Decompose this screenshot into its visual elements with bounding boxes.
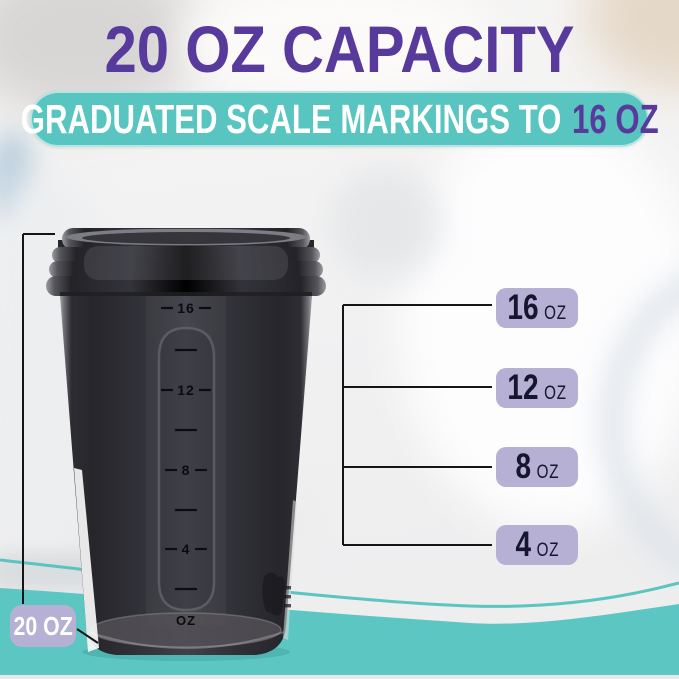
callout-value: 8 — [515, 447, 531, 486]
callout-unit: OZ — [536, 540, 559, 561]
callout-label-12oz: 12 OZ — [496, 368, 578, 408]
callout-label-text: 12 OZ — [507, 369, 566, 407]
callout-unit: OZ — [544, 303, 567, 324]
callout-label-16oz: 16 OZ — [496, 288, 578, 328]
subtitle-highlight: 16 OZ — [571, 95, 659, 142]
cup-scale-mark-12: 12 — [177, 382, 195, 398]
cup-scale-mark-16: 16 — [177, 300, 195, 316]
callout-label-text: 16 OZ — [507, 289, 566, 327]
callout-label-8oz: 8 OZ — [496, 447, 578, 487]
cup-scale — [161, 306, 211, 591]
callout-label-text: 8 OZ — [515, 448, 559, 486]
subtitle-main: GRADUATED SCALE MARKINGS TO — [20, 95, 562, 142]
callout-unit: OZ — [544, 383, 567, 404]
callout-label-text: 4 OZ — [515, 526, 559, 564]
cup-scale-unit: OZ — [176, 613, 196, 628]
background-blob — [180, 0, 500, 100]
callout-value: 12 — [507, 368, 539, 407]
subtitle-text: GRADUATED SCALE MARKINGS TO 16 OZ — [21, 96, 659, 143]
capacity-label-20oz: 20 OZ — [10, 605, 76, 647]
background-blob — [330, 168, 442, 280]
cup-photo: 16 12 8 4 OZ — [46, 228, 326, 655]
capacity-label-text: 20 OZ — [13, 610, 73, 641]
callout-value: 4 — [515, 525, 531, 564]
callout-unit: OZ — [536, 462, 559, 483]
brand-watermark — [262, 572, 291, 616]
cup-scale-mark-8: 8 — [182, 462, 191, 478]
callout-label-4oz: 4 OZ — [496, 525, 578, 565]
capacity-bracket — [22, 233, 99, 644]
subtitle-banner: GRADUATED SCALE MARKINGS TO 16 OZ — [21, 91, 658, 147]
measuring-groove — [157, 326, 216, 612]
page-title: 20 OZ CAPACITY — [104, 12, 575, 86]
cup-scale-mark-4: 4 — [182, 541, 191, 557]
callout-value: 16 — [507, 288, 539, 327]
callout-lines — [342, 304, 492, 546]
